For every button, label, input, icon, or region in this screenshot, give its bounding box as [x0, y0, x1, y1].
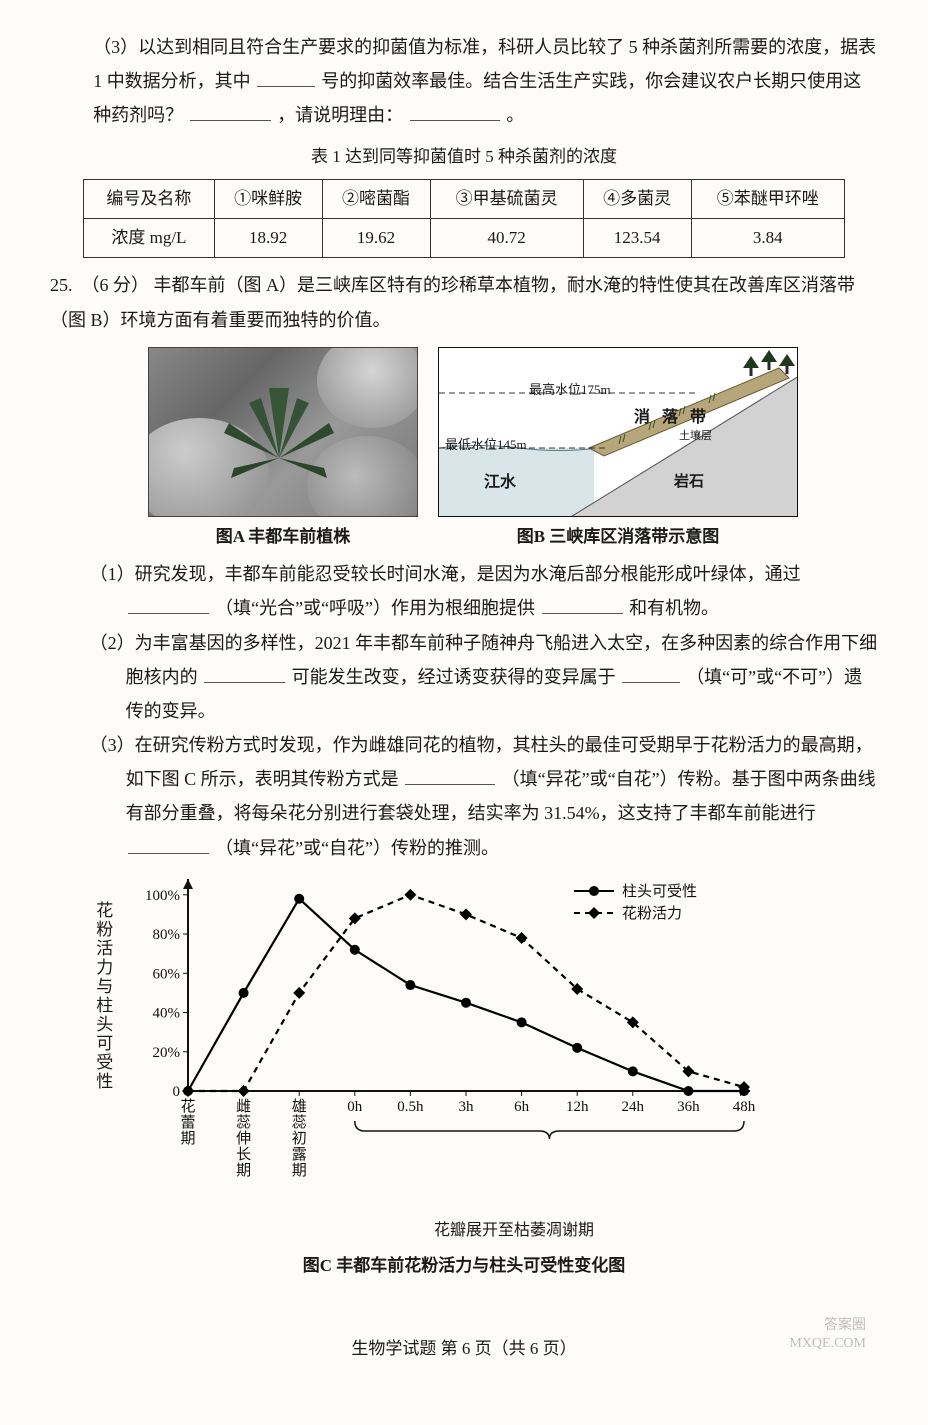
svg-text:蕾: 蕾	[181, 1114, 196, 1131]
q25-number: 25.	[50, 268, 77, 302]
label-high: 最高水位175m	[529, 378, 611, 403]
reservoir-diagram: 最高水位175m 最低水位145m 江水 消 落 带 土壤层 岩石	[438, 347, 798, 517]
q24-3-text-d: 。	[506, 105, 524, 125]
svg-text:长: 长	[236, 1146, 251, 1163]
figure-b: 最高水位175m 最低水位145m 江水 消 落 带 土壤层 岩石 图B 三峡库…	[438, 347, 798, 553]
val-1: 18.92	[214, 219, 322, 258]
q25-sub1: （1）研究发现，丰都车前能忍受较长时间水淹，是因为水淹后部分根能形成叶绿体，通过…	[50, 557, 878, 625]
table-row-values: 浓度 mg/L 18.92 19.62 40.72 123.54 3.84	[84, 219, 845, 258]
figure-a: 图A 丰都车前植株	[148, 347, 418, 553]
q24-sub3: （3）以达到相同且符合生产要求的抑菌值为标准，科研人员比较了 5 种杀菌剂所需要…	[50, 30, 878, 133]
svg-text:0: 0	[173, 1084, 181, 1100]
svg-text:花粉活力: 花粉活力	[622, 905, 682, 922]
q25-points: （6 分）	[82, 275, 150, 295]
table1-caption: 表 1 达到同等抑菌值时 5 种杀菌剂的浓度	[50, 141, 878, 173]
svg-text:雄: 雄	[292, 1098, 307, 1115]
table1: 编号及名称 ①咪鲜胺 ②嘧菌酯 ③甲基硫菌灵 ④多菌灵 ⑤苯醚甲环唑 浓度 mg…	[83, 179, 845, 259]
label-low: 最低水位145m	[445, 433, 527, 458]
th-3: ③甲基硫菌灵	[430, 179, 583, 218]
chart-ylabel: 花粉活力与柱头可受性	[86, 871, 118, 1091]
chart-c: 花粉活力与柱头可受性 020%40%60%80%100%花蕾期雌蕊伸长期雄蕊初露…	[50, 871, 878, 1247]
svg-text:伸: 伸	[236, 1130, 251, 1147]
svg-text:40%: 40%	[153, 1005, 181, 1021]
blank-25-3a[interactable]	[405, 765, 495, 785]
figB-caption: 图B 三峡库区消落带示意图	[517, 521, 720, 553]
svg-text:花: 花	[181, 1098, 196, 1115]
figure-row: 图A 丰都车前植株	[50, 347, 878, 553]
th-4: ④多菌灵	[583, 179, 691, 218]
svg-text:60%: 60%	[153, 966, 181, 982]
val-5: 3.84	[691, 219, 844, 258]
th-1: ①咪鲜胺	[214, 179, 322, 218]
blank-reason[interactable]	[410, 102, 500, 122]
svg-text:期: 期	[292, 1162, 307, 1179]
svg-text:0h: 0h	[348, 1099, 364, 1115]
line-chart: 020%40%60%80%100%花蕾期雌蕊伸长期雄蕊初露期0h0.5h3h6h…	[118, 871, 758, 1201]
svg-text:露: 露	[292, 1146, 307, 1163]
svg-text:0.5h: 0.5h	[398, 1099, 425, 1115]
svg-text:柱头可受性: 柱头可受性	[622, 883, 697, 900]
svg-text:6h: 6h	[514, 1099, 530, 1115]
val-3: 40.72	[430, 219, 583, 258]
q25-intro: 丰都车前（图 A）是三峡库区特有的珍稀草本植物，耐水淹的特性使其在改善库区消落带…	[50, 275, 855, 329]
plant-icon	[149, 348, 418, 517]
label-river: 江水	[484, 468, 516, 498]
svg-text:蕊: 蕊	[236, 1114, 251, 1131]
plant-photo	[148, 347, 418, 517]
label-rock: 岩石	[674, 468, 704, 497]
val-4: 123.54	[583, 219, 691, 258]
svg-text:80%: 80%	[153, 927, 181, 943]
figA-caption: 图A 丰都车前植株	[216, 521, 351, 553]
th-0: 编号及名称	[84, 179, 215, 218]
chart-caption: 图C 丰都车前花粉活力与柱头可受性变化图	[50, 1250, 878, 1282]
blank-25-3b[interactable]	[128, 834, 209, 854]
table-row-header: 编号及名称 ①咪鲜胺 ②嘧菌酯 ③甲基硫菌灵 ④多菌灵 ⑤苯醚甲环唑	[84, 179, 845, 218]
q25-sub3: （3）在研究传粉方式时发现，作为雌雄同花的植物，其柱头的最佳可受期早于花粉活力的…	[50, 728, 878, 865]
label-soil: 土壤层	[679, 426, 712, 447]
x-group-label: 花瓣展开至枯萎凋谢期	[118, 1216, 758, 1246]
blank-yesno[interactable]	[190, 102, 271, 122]
q25-1c: 和有机物。	[629, 598, 719, 618]
svg-text:24h: 24h	[622, 1099, 645, 1115]
q25-sub2: （2）为丰富基因的多样性，2021 年丰都车前种子随神舟飞船进入太空，在多种因素…	[50, 626, 878, 729]
svg-text:初: 初	[292, 1130, 307, 1147]
q24-3-text-c: ，请说明理由：	[277, 105, 403, 125]
svg-text:48h: 48h	[733, 1099, 756, 1115]
svg-text:12h: 12h	[566, 1099, 589, 1115]
blank-agent-number[interactable]	[257, 67, 315, 87]
blank-25-2a[interactable]	[204, 663, 285, 683]
q25-1b: （填“光合”或“呼吸”）作用为根细胞提供	[215, 598, 535, 618]
svg-text:期: 期	[181, 1130, 196, 1147]
q25-1a: （1）研究发现，丰都车前能忍受较长时间水淹，是因为水淹后部分根能形成叶绿体，通过	[90, 564, 801, 584]
row-label: 浓度 mg/L	[84, 219, 215, 258]
svg-text:3h: 3h	[459, 1099, 475, 1115]
blank-25-2b[interactable]	[622, 663, 680, 683]
svg-text:蕊: 蕊	[292, 1114, 307, 1131]
svg-text:期: 期	[236, 1162, 251, 1179]
svg-text:36h: 36h	[677, 1099, 700, 1115]
q25-2b: 可能发生改变，经过诱变获得的变异属于	[292, 667, 616, 687]
svg-text:20%: 20%	[153, 1045, 181, 1061]
q25: 25. （6 分） 丰都车前（图 A）是三峡库区特有的珍稀草本植物，耐水淹的特性…	[50, 268, 878, 336]
blank-25-1b[interactable]	[542, 595, 623, 615]
svg-text:雌: 雌	[236, 1098, 251, 1115]
th-2: ②嘧菌酯	[322, 179, 430, 218]
th-5: ⑤苯醚甲环唑	[691, 179, 844, 218]
q25-3c: （填“异花”或“自花”）传粉的推测。	[215, 838, 499, 858]
svg-text:100%: 100%	[145, 888, 180, 904]
val-2: 19.62	[322, 219, 430, 258]
blank-25-1a[interactable]	[128, 595, 209, 615]
page-footer: 生物学试题 第 6 页（共 6 页）	[50, 1333, 878, 1365]
